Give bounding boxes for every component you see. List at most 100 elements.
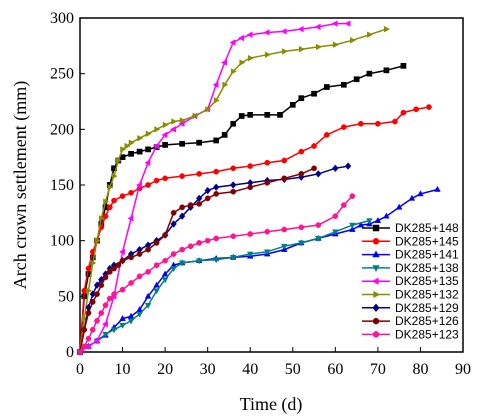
series-dk285-135 [76,20,351,356]
data-point [230,120,237,127]
data-point [93,337,100,345]
data-point [170,266,177,273]
data-point [375,120,381,127]
data-point [311,90,317,97]
data-point [187,243,194,250]
data-point [349,225,356,232]
series-dk285-141 [76,185,441,355]
data-point [298,148,305,155]
data-point [340,202,347,208]
data-point [213,191,220,197]
data-point [127,312,135,319]
data-point [297,25,304,33]
data-point [179,173,185,179]
x-tick-label: 40 [242,361,258,378]
data-point [298,45,305,53]
data-point [366,70,373,77]
data-point [153,240,160,246]
legend-marker [372,224,380,232]
y-tick-label: 200 [50,121,74,138]
legend-label: DK285+123 [395,327,459,341]
series-dk285-126 [77,165,317,355]
legend-marker [372,317,380,325]
data-point [383,212,390,219]
data-point [119,322,126,329]
data-point [239,59,246,66]
data-point [128,150,134,157]
data-point [230,181,237,189]
series-line [79,188,438,353]
legend-label: DK285+148 [395,221,459,235]
data-point [192,112,199,120]
x-tick-label: 0 [76,361,84,378]
data-point [213,137,220,144]
data-point [230,68,237,75]
series-dk285-148 [77,63,407,355]
legend-marker [372,303,380,313]
data-point [89,326,96,333]
data-point [111,197,117,204]
data-point [281,226,288,233]
data-point [311,165,317,172]
data-point [349,222,356,229]
data-point [170,209,177,216]
series-dk285-123 [77,193,356,355]
data-point [344,162,352,170]
data-point [94,291,100,297]
data-point [367,31,374,38]
data-point [86,287,93,295]
data-point [128,189,134,196]
data-point [196,240,203,246]
data-point [213,168,220,175]
data-point [332,229,339,236]
data-point [128,139,135,146]
data-point [119,286,126,293]
legend-label: DK285+145 [395,234,459,248]
data-point [85,335,92,342]
data-point [153,281,160,288]
y-tick-label: 300 [50,10,74,27]
data-point [280,243,288,250]
data-point [315,236,322,243]
x-tick-label: 10 [115,361,131,378]
y-tick-label: 150 [50,177,74,194]
data-point [136,311,143,318]
data-point [145,268,151,275]
data-point [85,265,92,272]
data-point [230,188,237,195]
legend: DK285+148DK285+145DK285+141DK285+138DK28… [362,221,459,341]
data-point [94,317,100,324]
data-point [315,43,322,51]
x-tick-label: 50 [285,361,301,378]
data-point [315,170,322,178]
data-point [161,270,169,277]
data-point [98,282,105,289]
data-point [332,164,339,173]
data-point [118,248,125,256]
data-point [400,63,407,69]
data-point [213,97,220,104]
data-point [221,132,228,138]
data-point [153,262,160,269]
data-point [162,175,168,182]
data-point [289,101,296,108]
data-point [229,255,237,262]
data-point [247,163,254,169]
series-line [79,195,353,353]
y-axis-title: Arch crown settlement (mm) [10,81,31,289]
data-point [136,306,143,313]
data-point [366,218,373,225]
y-tick-label: 100 [50,233,74,250]
data-point [81,315,88,322]
data-point [152,142,159,150]
data-point [136,148,143,155]
data-point [196,139,203,146]
data-point [315,222,322,228]
data-point [212,183,220,191]
data-point [246,251,254,258]
data-point [349,193,356,199]
series-dk285-132 [77,25,391,356]
data-point [264,179,271,186]
data-point [101,320,108,328]
